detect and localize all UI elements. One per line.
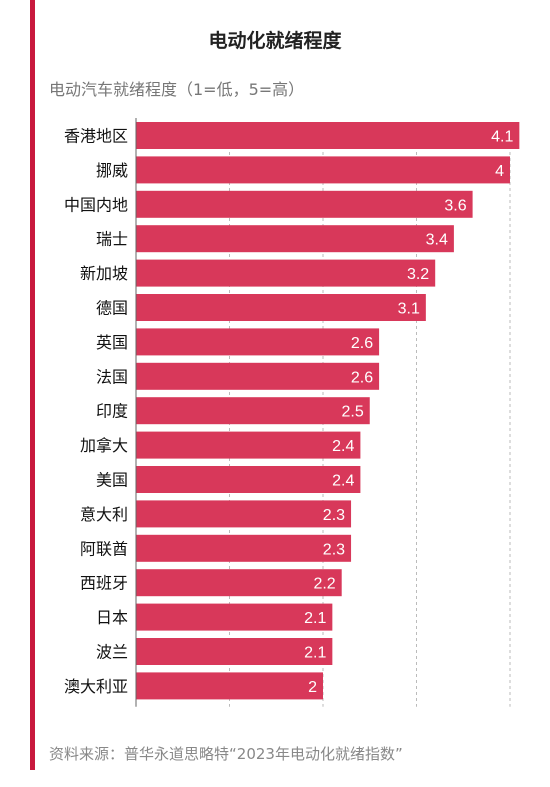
category-label: 日本: [96, 608, 128, 627]
category-label: 阿联酋: [80, 539, 128, 558]
category-label: 中国内地: [64, 195, 128, 214]
bar: [136, 259, 436, 287]
chart-subtitle: 电动汽车就绪程度（1=低，5=高）: [49, 80, 305, 99]
data-label: 2.5: [342, 404, 364, 421]
data-label: 2.2: [313, 576, 335, 593]
bar: [136, 466, 361, 493]
bar: [136, 294, 426, 321]
bar: [136, 225, 454, 253]
bar: [136, 156, 510, 184]
category-label: 意大利: [80, 505, 128, 524]
data-label: 4.1: [491, 129, 513, 146]
bar: [136, 500, 352, 528]
category-label: 德国: [96, 299, 128, 318]
bar: [136, 122, 520, 149]
chart-title: 电动化就绪程度: [208, 30, 342, 52]
bar: [136, 603, 333, 631]
data-label: 3.2: [407, 266, 429, 283]
data-label: 2.3: [323, 541, 345, 558]
accent-stripe: [30, 0, 35, 770]
data-label: 2.1: [304, 610, 326, 627]
data-label: 2.6: [351, 369, 373, 386]
bar: [136, 190, 473, 218]
data-label: 2: [308, 679, 317, 696]
bar: [136, 328, 380, 356]
category-label: 印度: [96, 402, 128, 421]
bar: [136, 569, 342, 597]
category-label: 挪威: [96, 161, 128, 180]
bar: [136, 362, 380, 390]
category-label: 法国: [96, 367, 128, 386]
data-label: 2.6: [351, 335, 373, 352]
data-label: 2.4: [332, 438, 354, 455]
data-label: 3.6: [444, 197, 466, 214]
bar: [136, 397, 370, 425]
source-note: 资料来源：普华永道思略特“2023年电动化就绪指数”: [49, 745, 403, 763]
category-label: 香港地区: [64, 127, 128, 146]
category-label: 加拿大: [80, 436, 128, 455]
bar: [136, 672, 323, 700]
data-label: 2.4: [332, 473, 354, 490]
category-label: 新加坡: [80, 264, 128, 283]
category-label: 西班牙: [80, 574, 128, 593]
bar: [136, 431, 361, 459]
bar: [136, 534, 352, 562]
category-label: 澳大利亚: [64, 677, 128, 696]
category-label: 英国: [96, 333, 128, 352]
data-label: 2.1: [304, 645, 326, 662]
data-label: 3.1: [398, 301, 420, 318]
category-label: 美国: [96, 471, 128, 490]
data-label: 3.4: [426, 232, 448, 249]
data-label: 2.3: [323, 507, 345, 524]
data-label: 4: [495, 163, 504, 180]
category-label: 波兰: [96, 643, 128, 662]
bar: [136, 638, 333, 665]
category-label: 瑞士: [96, 230, 128, 249]
